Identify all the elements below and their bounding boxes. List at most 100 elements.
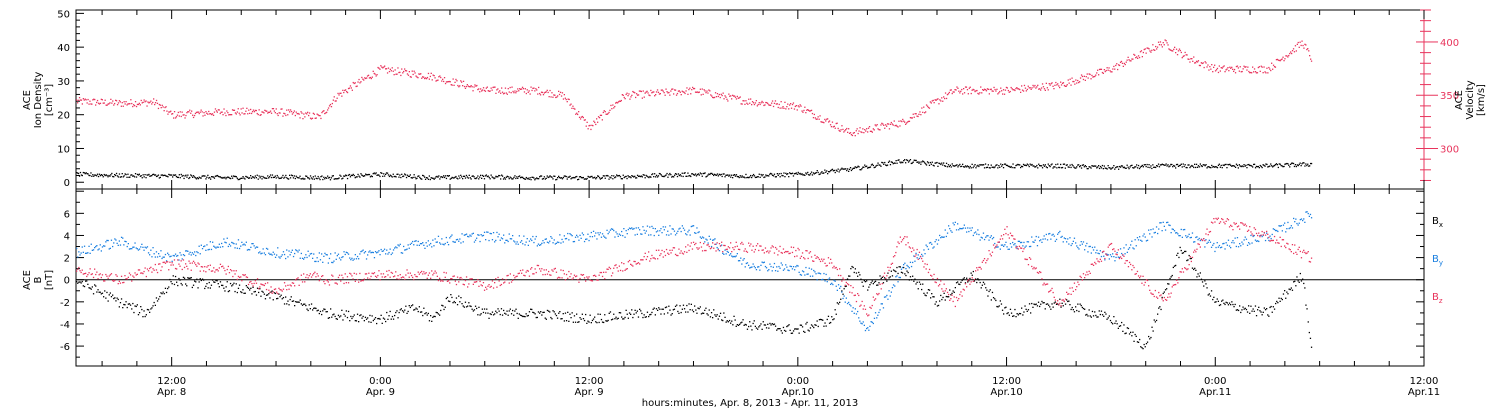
density-point <box>647 176 649 178</box>
by-point <box>78 251 80 253</box>
bx-point <box>615 316 617 318</box>
density-point <box>1096 167 1098 169</box>
by-point <box>213 245 215 247</box>
velocity-point <box>478 88 480 90</box>
density-point <box>578 176 581 178</box>
velocity-point <box>474 84 476 86</box>
density-point <box>1067 166 1069 168</box>
bx-point <box>290 296 292 298</box>
velocity-point <box>444 82 447 85</box>
bx-point <box>296 301 298 303</box>
density-point <box>546 175 548 177</box>
bx-point <box>1077 303 1079 305</box>
density-point <box>778 173 780 175</box>
by-point <box>648 234 650 236</box>
density-point <box>343 175 345 177</box>
by-point <box>850 305 852 307</box>
density-point <box>1097 166 1099 168</box>
by-point <box>288 250 290 252</box>
bx-point <box>840 298 842 300</box>
velocity-point <box>1251 72 1253 74</box>
by-point <box>876 317 878 319</box>
density-point <box>540 175 543 177</box>
bx-point <box>483 308 486 310</box>
density-point <box>1030 164 1032 166</box>
by-point <box>853 312 855 314</box>
bx-point <box>240 291 242 293</box>
bx-point <box>76 281 78 283</box>
velocity-point <box>1219 70 1221 72</box>
bx-point <box>1116 323 1118 325</box>
density-point <box>1009 166 1011 168</box>
density-point <box>539 176 541 178</box>
bx-point <box>933 296 935 298</box>
bx-point <box>998 305 1000 307</box>
density-point <box>1150 165 1152 167</box>
velocity-point <box>762 101 764 104</box>
density-point <box>432 177 434 179</box>
density-point <box>1024 164 1027 166</box>
velocity-point <box>1179 49 1181 52</box>
density-point <box>205 178 207 180</box>
density-point <box>1281 165 1283 167</box>
bz-point <box>123 281 125 284</box>
bx-point <box>142 316 144 318</box>
bx-point <box>822 319 824 321</box>
bx-point <box>681 308 683 310</box>
bx-point <box>388 315 390 317</box>
velocity-point <box>1027 85 1029 87</box>
velocity-point <box>470 85 472 87</box>
density-point <box>276 174 278 177</box>
by-point <box>108 248 110 250</box>
density-point <box>1308 165 1310 167</box>
density-point <box>660 174 662 176</box>
bx-point <box>1193 268 1195 271</box>
by-point <box>665 234 668 236</box>
by-point <box>1194 241 1196 243</box>
density-point <box>77 172 79 174</box>
velocity-point <box>554 94 556 96</box>
bx-point <box>619 312 622 314</box>
velocity-point <box>798 106 800 108</box>
by-point <box>940 237 942 239</box>
bfield-tick-label: 6 <box>64 209 70 220</box>
density-point <box>1002 164 1004 166</box>
velocity-point <box>521 86 524 88</box>
bx-point <box>599 313 601 315</box>
velocity-point <box>91 103 93 105</box>
bx-point <box>480 313 482 315</box>
density-point <box>110 174 112 176</box>
velocity-point <box>1002 89 1005 91</box>
by-point <box>1087 251 1089 253</box>
velocity-point <box>907 120 910 123</box>
bx-point <box>988 290 990 293</box>
by-point <box>229 245 232 247</box>
bx-point <box>628 312 631 314</box>
velocity-point <box>908 120 911 122</box>
velocity-point <box>986 88 989 90</box>
by-point <box>237 239 240 241</box>
velocity-point <box>1078 81 1080 84</box>
density-point <box>299 175 301 177</box>
bx-point <box>1217 300 1219 302</box>
density-point <box>634 175 636 177</box>
bx-point <box>1163 291 1165 293</box>
density-point <box>196 177 198 179</box>
by-point <box>589 235 591 238</box>
by-point <box>943 236 945 238</box>
density-point <box>831 168 834 170</box>
velocity-point <box>678 90 680 92</box>
velocity-point <box>1055 81 1057 84</box>
density-point <box>471 175 473 177</box>
by-point <box>388 251 390 254</box>
by-point <box>866 327 868 330</box>
bx-point <box>347 310 350 313</box>
density-point <box>212 176 215 178</box>
by-point <box>563 235 565 237</box>
bx-point <box>748 325 750 328</box>
density-point <box>1249 164 1251 167</box>
bx-point <box>768 327 770 329</box>
bx-point <box>801 326 804 328</box>
velocity-point <box>283 112 285 114</box>
by-point <box>742 259 744 261</box>
